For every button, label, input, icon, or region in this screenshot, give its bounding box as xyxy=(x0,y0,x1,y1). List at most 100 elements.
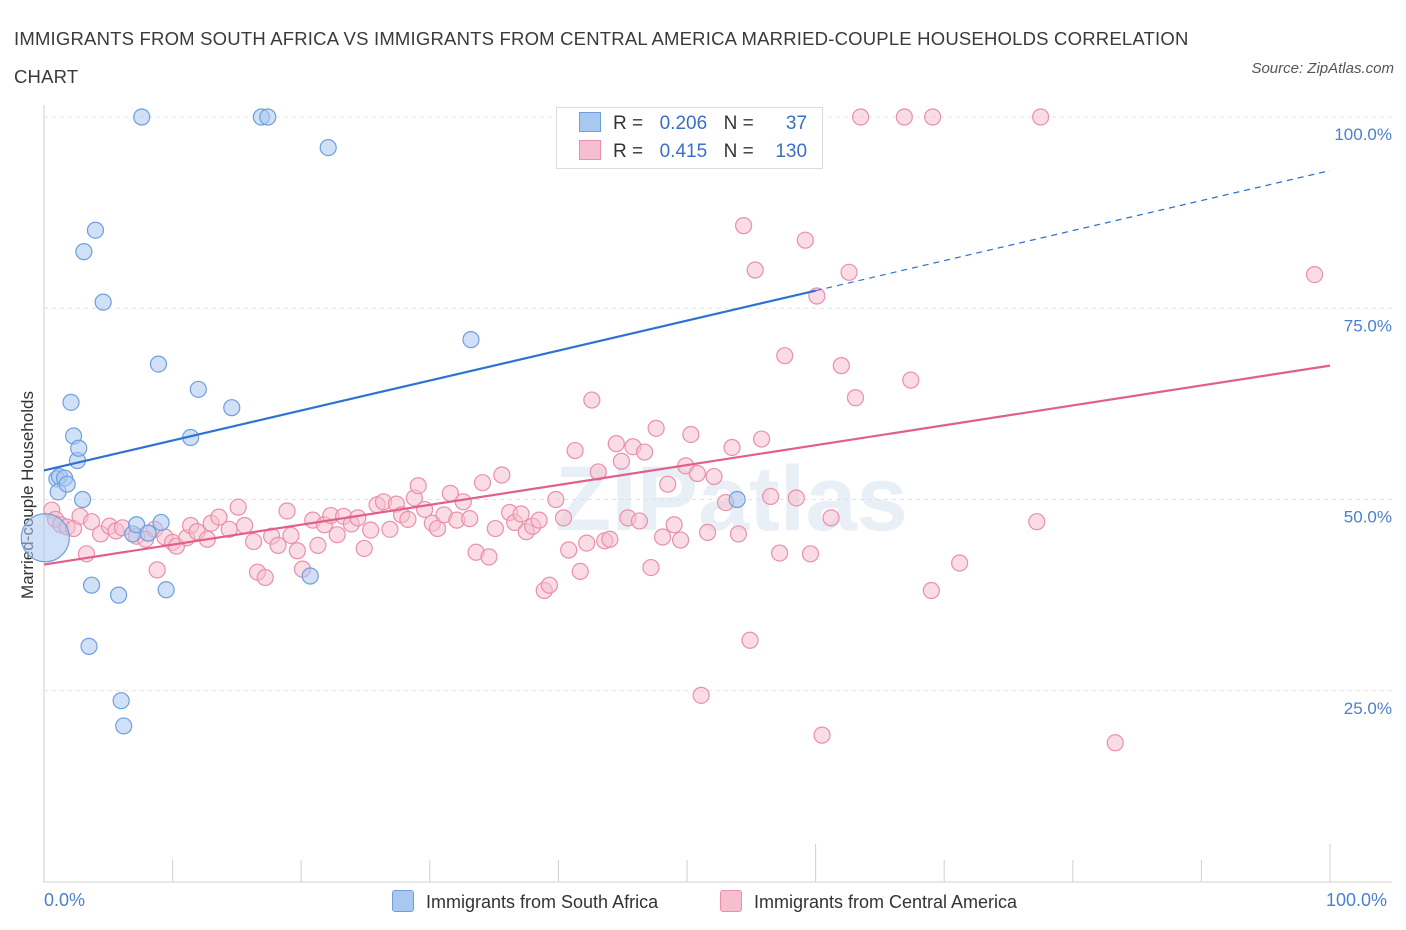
data-point xyxy=(328,526,346,544)
axes xyxy=(43,105,1392,883)
legend-n-label: N = xyxy=(723,141,754,162)
data-point xyxy=(355,539,373,558)
y-tick-label: 75.0% xyxy=(1344,316,1392,335)
data-point xyxy=(82,513,101,531)
data-point xyxy=(607,435,625,453)
data-point xyxy=(583,391,601,409)
central-america-trend-line xyxy=(43,364,1331,566)
data-point xyxy=(895,108,913,126)
data-point xyxy=(409,477,427,495)
data-point xyxy=(723,438,741,457)
data-point xyxy=(822,509,840,527)
data-point xyxy=(612,452,631,470)
data-point xyxy=(578,534,596,552)
data-point xyxy=(269,536,287,555)
data-point xyxy=(776,347,794,365)
data-point xyxy=(554,509,573,527)
data-point xyxy=(428,519,447,538)
y-tick-label: 25.0% xyxy=(1344,699,1392,718)
data-point xyxy=(148,561,166,579)
data-point xyxy=(152,513,170,532)
data-point xyxy=(127,516,146,534)
data-point xyxy=(692,686,710,704)
data-point xyxy=(461,510,479,528)
south-africa-swatch xyxy=(579,112,601,132)
data-point xyxy=(115,717,133,735)
legend-n-value: 130 xyxy=(775,141,808,162)
legend-r-value: 0.415 xyxy=(659,141,708,162)
data-point xyxy=(1106,734,1124,752)
legend-row-south-africa: R = 0.206 N = 37 xyxy=(579,112,807,136)
data-point xyxy=(1032,108,1050,126)
central-america-points xyxy=(43,108,1324,752)
data-point xyxy=(642,558,660,577)
data-point xyxy=(256,568,274,587)
central-america-legend-swatch xyxy=(720,890,742,912)
y-tick-label: 100.0% xyxy=(1334,125,1392,144)
data-point xyxy=(630,512,649,530)
data-point xyxy=(801,545,820,563)
data-point xyxy=(1028,513,1046,531)
legend-n-value: 37 xyxy=(785,113,808,134)
data-point xyxy=(741,631,759,649)
data-point xyxy=(210,508,228,526)
data-point xyxy=(157,581,175,599)
y-tick-labels: 25.0% 50.0% 75.0% 100.0% xyxy=(1334,125,1392,718)
data-point xyxy=(832,357,850,375)
legend-row-central-america: R = 0.415 N = 130 xyxy=(579,140,807,164)
data-point xyxy=(635,443,654,461)
data-point xyxy=(80,637,98,655)
data-point xyxy=(259,108,277,126)
data-point xyxy=(1305,265,1324,284)
data-point xyxy=(728,490,746,509)
data-point xyxy=(236,516,254,535)
data-point xyxy=(682,425,700,444)
data-point xyxy=(362,521,380,539)
data-point xyxy=(761,487,780,506)
data-point xyxy=(512,505,530,523)
data-point xyxy=(688,464,706,483)
correlation-legend: R = 0.206 N = 37 R = 0.415 N = 130 xyxy=(556,107,823,169)
legend-r-value: 0.206 xyxy=(659,113,708,134)
data-point xyxy=(493,466,511,484)
data-point xyxy=(924,108,942,126)
gridlines xyxy=(44,116,1392,692)
data-point xyxy=(309,536,327,555)
data-point xyxy=(770,544,789,562)
data-point xyxy=(480,548,498,566)
data-point xyxy=(671,531,690,549)
data-point xyxy=(840,263,858,281)
data-point xyxy=(729,525,748,543)
data-point xyxy=(149,355,168,373)
south-africa-trend-extension xyxy=(815,169,1331,292)
data-point xyxy=(734,217,753,235)
data-point xyxy=(547,490,565,509)
data-point xyxy=(223,399,241,417)
source-label: Source: ZipAtlas.com xyxy=(1251,60,1394,77)
legend-label-south-africa: Immigrants from South Africa xyxy=(426,892,659,912)
data-point xyxy=(86,221,105,239)
data-point xyxy=(746,261,764,279)
data-point xyxy=(58,475,76,493)
y-tick-label: 50.0% xyxy=(1344,508,1392,527)
data-point xyxy=(813,726,831,744)
data-point xyxy=(454,493,472,511)
data-point xyxy=(189,380,207,398)
legend-label-central-america: Immigrants from Central America xyxy=(754,892,1018,912)
x-tick-min: 0.0% xyxy=(44,890,86,910)
data-point xyxy=(288,542,306,560)
data-point xyxy=(94,293,112,311)
data-point xyxy=(665,516,683,534)
data-point xyxy=(647,419,665,437)
legend-item-south-africa: Immigrants from South Africa xyxy=(392,890,658,913)
south-africa-points xyxy=(20,108,746,735)
data-point xyxy=(109,586,128,604)
data-point xyxy=(659,475,677,493)
legend-n-label: N = xyxy=(723,113,754,134)
data-point xyxy=(530,511,548,529)
data-point xyxy=(589,463,607,481)
data-point xyxy=(566,441,584,460)
data-point xyxy=(133,108,151,126)
legend-r-label: R = xyxy=(613,113,644,134)
